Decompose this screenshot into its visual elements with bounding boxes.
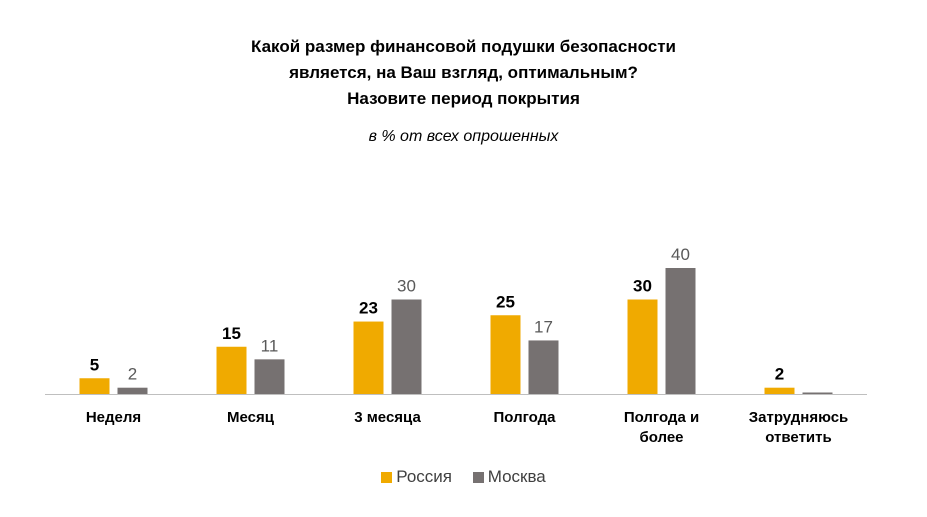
data-label-moscow-2: 30 — [397, 277, 416, 296]
data-label-moscow-3: 17 — [534, 317, 553, 336]
bar-moscow-5 — [802, 392, 833, 394]
bar-russia-0 — [79, 378, 110, 394]
category-label-4: Полгода и более — [624, 409, 699, 446]
category-label-5: Затрудняюсь ответить — [749, 409, 849, 446]
bar-russia-1 — [216, 346, 247, 394]
legend-swatch-russia — [381, 471, 393, 483]
data-label-russia-3: 25 — [496, 292, 515, 311]
chart-legend: Россия Москва — [0, 467, 927, 488]
bar-moscow-0 — [117, 387, 148, 394]
legend-label-moscow: Москва — [487, 467, 546, 486]
data-label-russia-2: 23 — [359, 299, 378, 318]
legend-item-moscow: Москва — [472, 467, 546, 487]
category-label-1: Месяц — [227, 409, 275, 426]
chart-title-line-2: является, на Ваш взгляд, оптимальным? — [289, 63, 638, 82]
bar-moscow-2 — [391, 299, 422, 394]
bar-moscow-3 — [528, 340, 559, 394]
data-label-russia-4: 30 — [633, 277, 652, 296]
data-label-moscow-1: 11 — [261, 336, 279, 355]
chart-title: Какой размер финансовой подушки безопасн… — [0, 34, 927, 112]
legend-label-russia: Россия — [396, 467, 452, 486]
bar-moscow-4 — [665, 268, 696, 394]
bar-russia-5 — [764, 387, 795, 394]
bar-russia-3 — [490, 315, 521, 394]
data-label-moscow-0: 2 — [128, 365, 137, 384]
category-label-2: 3 месяца — [354, 409, 421, 426]
chart-title-line-3: Назовите период покрытия — [347, 89, 580, 108]
data-label-russia-0: 5 — [90, 355, 99, 374]
data-label-moscow-4: 40 — [671, 245, 690, 264]
data-label-russia-5: 2 — [775, 365, 784, 384]
chart-title-line-1: Какой размер финансовой подушки безопасн… — [251, 37, 676, 56]
chart-subtitle: в % от всех опрошенных — [368, 128, 559, 145]
bar-moscow-1 — [254, 359, 285, 394]
legend-item-russia: Россия — [381, 467, 452, 487]
category-label-3: Полгода — [494, 409, 557, 426]
bar-russia-4 — [627, 299, 658, 394]
bar-russia-2 — [353, 321, 384, 394]
data-label-russia-1: 15 — [222, 324, 241, 343]
category-label-0: Неделя — [86, 409, 141, 426]
legend-swatch-moscow — [472, 471, 484, 483]
